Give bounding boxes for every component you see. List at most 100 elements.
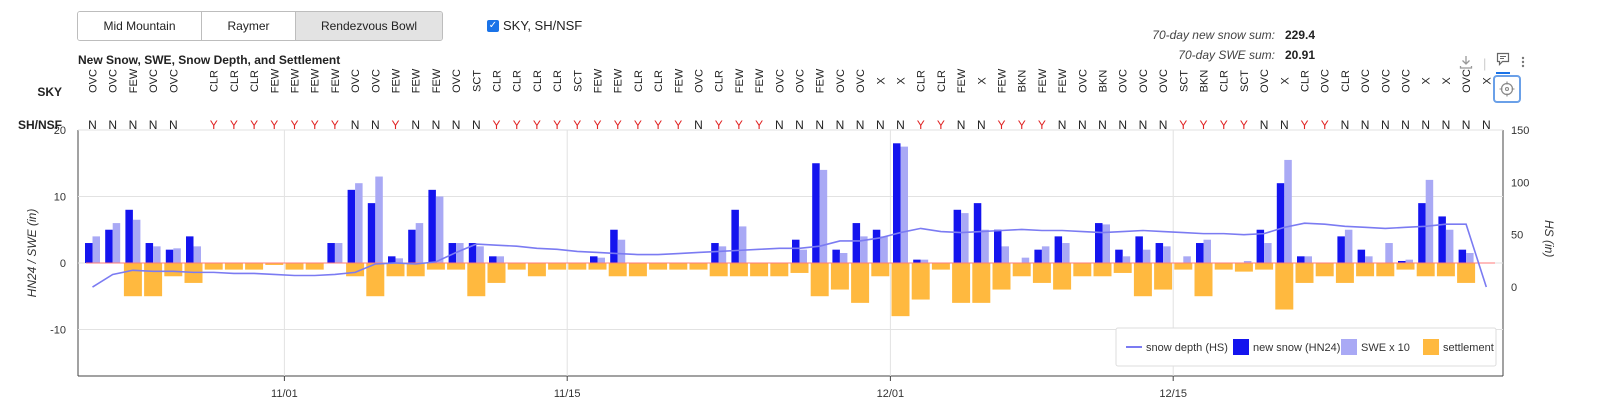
swe-bar — [173, 248, 181, 263]
settlement-bar — [527, 262, 546, 277]
x-tick-label: 11/01 — [271, 388, 298, 400]
new-snow-bar — [145, 243, 154, 263]
settlement-bar — [588, 262, 607, 270]
shnsf-label: Y — [1038, 118, 1046, 132]
settlement-bar — [1053, 262, 1072, 290]
y2-axis-title: HS (in) — [1542, 220, 1556, 257]
shnsf-label: N — [815, 118, 824, 132]
shnsf-label: Y — [573, 118, 581, 132]
settlement-bar — [346, 262, 365, 277]
sky-cover-label: OVC — [1401, 69, 1413, 93]
sky-cover-label: OVC — [795, 69, 807, 93]
shnsf-label: Y — [937, 118, 945, 132]
shnsf-label: N — [1078, 118, 1087, 132]
settlement-bar — [628, 262, 647, 277]
settlement-bar — [972, 262, 991, 303]
settlement-bar — [1093, 262, 1112, 277]
sky-cover-label: CLR — [1300, 70, 1312, 92]
new-snow-bar — [711, 243, 719, 263]
settlement-bar — [386, 262, 405, 277]
focus-mode-button[interactable] — [1493, 75, 1521, 103]
y2-tick-label: 50 — [1511, 230, 1523, 242]
shnsf-label: N — [1159, 118, 1168, 132]
shnsf-label: Y — [614, 118, 622, 132]
sky-shnsf-toggle[interactable]: ✓ SKY, SH/NSF — [487, 18, 582, 33]
sky-cover-label: FEW — [310, 68, 322, 93]
sky-cover-label: OVC — [108, 69, 120, 93]
snow-depth-line — [92, 222, 1488, 288]
shnsf-label: N — [977, 118, 986, 132]
settlement-bar — [830, 262, 849, 290]
checkbox-checked-icon[interactable]: ✓ — [487, 19, 499, 32]
new-snow-bar — [1095, 223, 1103, 263]
y-tick-label: 20 — [54, 125, 66, 137]
settlement-bar — [487, 262, 506, 283]
shnsf-label: Y — [391, 118, 399, 132]
sky-cover-label: X — [1279, 77, 1291, 85]
sky-cover-label: OVC — [168, 69, 180, 93]
download-icon[interactable] — [1459, 55, 1473, 72]
sky-cover-label: CLR — [916, 70, 928, 92]
tab-raymer[interactable]: Raymer — [202, 12, 296, 40]
x-tick-label: 11/15 — [554, 388, 581, 400]
new-snow-bar — [468, 243, 477, 263]
sky-cover-label: SCT — [1178, 70, 1190, 92]
swe-bar — [132, 219, 141, 263]
settlement-bar — [992, 262, 1011, 290]
tab-mid-mountain[interactable]: Mid Mountain — [78, 12, 202, 40]
sky-cover-label: FEW — [411, 68, 423, 93]
settlement-bar — [366, 262, 385, 297]
shnsf-label: Y — [553, 118, 561, 132]
sky-cover-label: OVC — [1320, 69, 1332, 93]
swe-bar — [92, 236, 100, 263]
swe-bar — [496, 256, 504, 263]
swe-bar — [1425, 179, 1434, 263]
shnsf-label: Y — [1240, 118, 1248, 132]
shnsf-label: N — [957, 118, 966, 132]
sky-cover-label: OVC — [774, 69, 786, 93]
sky-cover-label: OVC — [1118, 69, 1130, 93]
sky-cover-label: CLR — [552, 70, 564, 92]
settlement-bar — [1416, 262, 1435, 277]
more-vertical-icon[interactable] — [1520, 55, 1526, 72]
sky-cover-label: FEW — [391, 68, 403, 93]
shnsf-label: N — [411, 118, 420, 132]
shnsf-label: N — [472, 118, 481, 132]
shnsf-label: Y — [735, 118, 743, 132]
swe-bar — [153, 246, 161, 263]
settlement-bar — [1295, 262, 1314, 283]
legend-label-swe: SWE x 10 — [1361, 342, 1410, 354]
sky-cover-label: SCT — [572, 70, 584, 92]
new-snow-bar — [1438, 216, 1446, 263]
swe-bar — [193, 246, 201, 263]
settlement-bar — [1174, 262, 1193, 270]
settlement-bar — [1194, 262, 1213, 297]
sky-cover-label: FEW — [593, 68, 605, 93]
new-snow-bar — [428, 189, 436, 263]
sky-cover-label: BKN — [1017, 70, 1029, 93]
sky-cover-label: CLR — [229, 70, 241, 92]
new-snow-bar — [186, 236, 194, 263]
new-snow-bar — [489, 256, 497, 263]
y2-tick-label: 100 — [1511, 177, 1529, 189]
sky-cover-label: CLR — [633, 70, 645, 92]
new-snow-bar — [1297, 256, 1305, 263]
sky-cover-label: BKN — [1098, 70, 1110, 93]
sky-cover-label: CLR — [936, 70, 948, 92]
tab-rendezvous-bowl[interactable]: Rendezvous Bowl — [296, 12, 442, 40]
new-snow-bar — [1054, 236, 1063, 263]
swe-bar — [1021, 257, 1030, 263]
shnsf-label: N — [432, 118, 441, 132]
settlement-bar — [770, 262, 789, 277]
swe-bar — [1466, 253, 1474, 263]
swe-bar — [860, 236, 868, 263]
shnsf-label: Y — [674, 118, 682, 132]
comment-icon[interactable] — [1496, 52, 1511, 74]
new-snow-bar — [1357, 249, 1366, 263]
x-tick-label: 12/01 — [877, 388, 905, 400]
sky-cover-label: FEW — [128, 68, 140, 93]
sky-cover-label: OVC — [1380, 69, 1392, 93]
new-snow-bar — [1034, 249, 1042, 263]
shnsf-label: Y — [210, 118, 218, 132]
new-snow-bar — [590, 256, 598, 263]
